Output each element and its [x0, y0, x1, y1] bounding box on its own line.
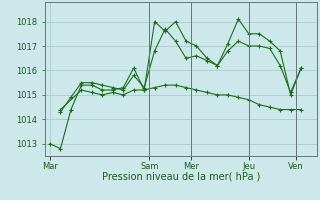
X-axis label: Pression niveau de la mer( hPa ): Pression niveau de la mer( hPa ): [102, 172, 260, 182]
